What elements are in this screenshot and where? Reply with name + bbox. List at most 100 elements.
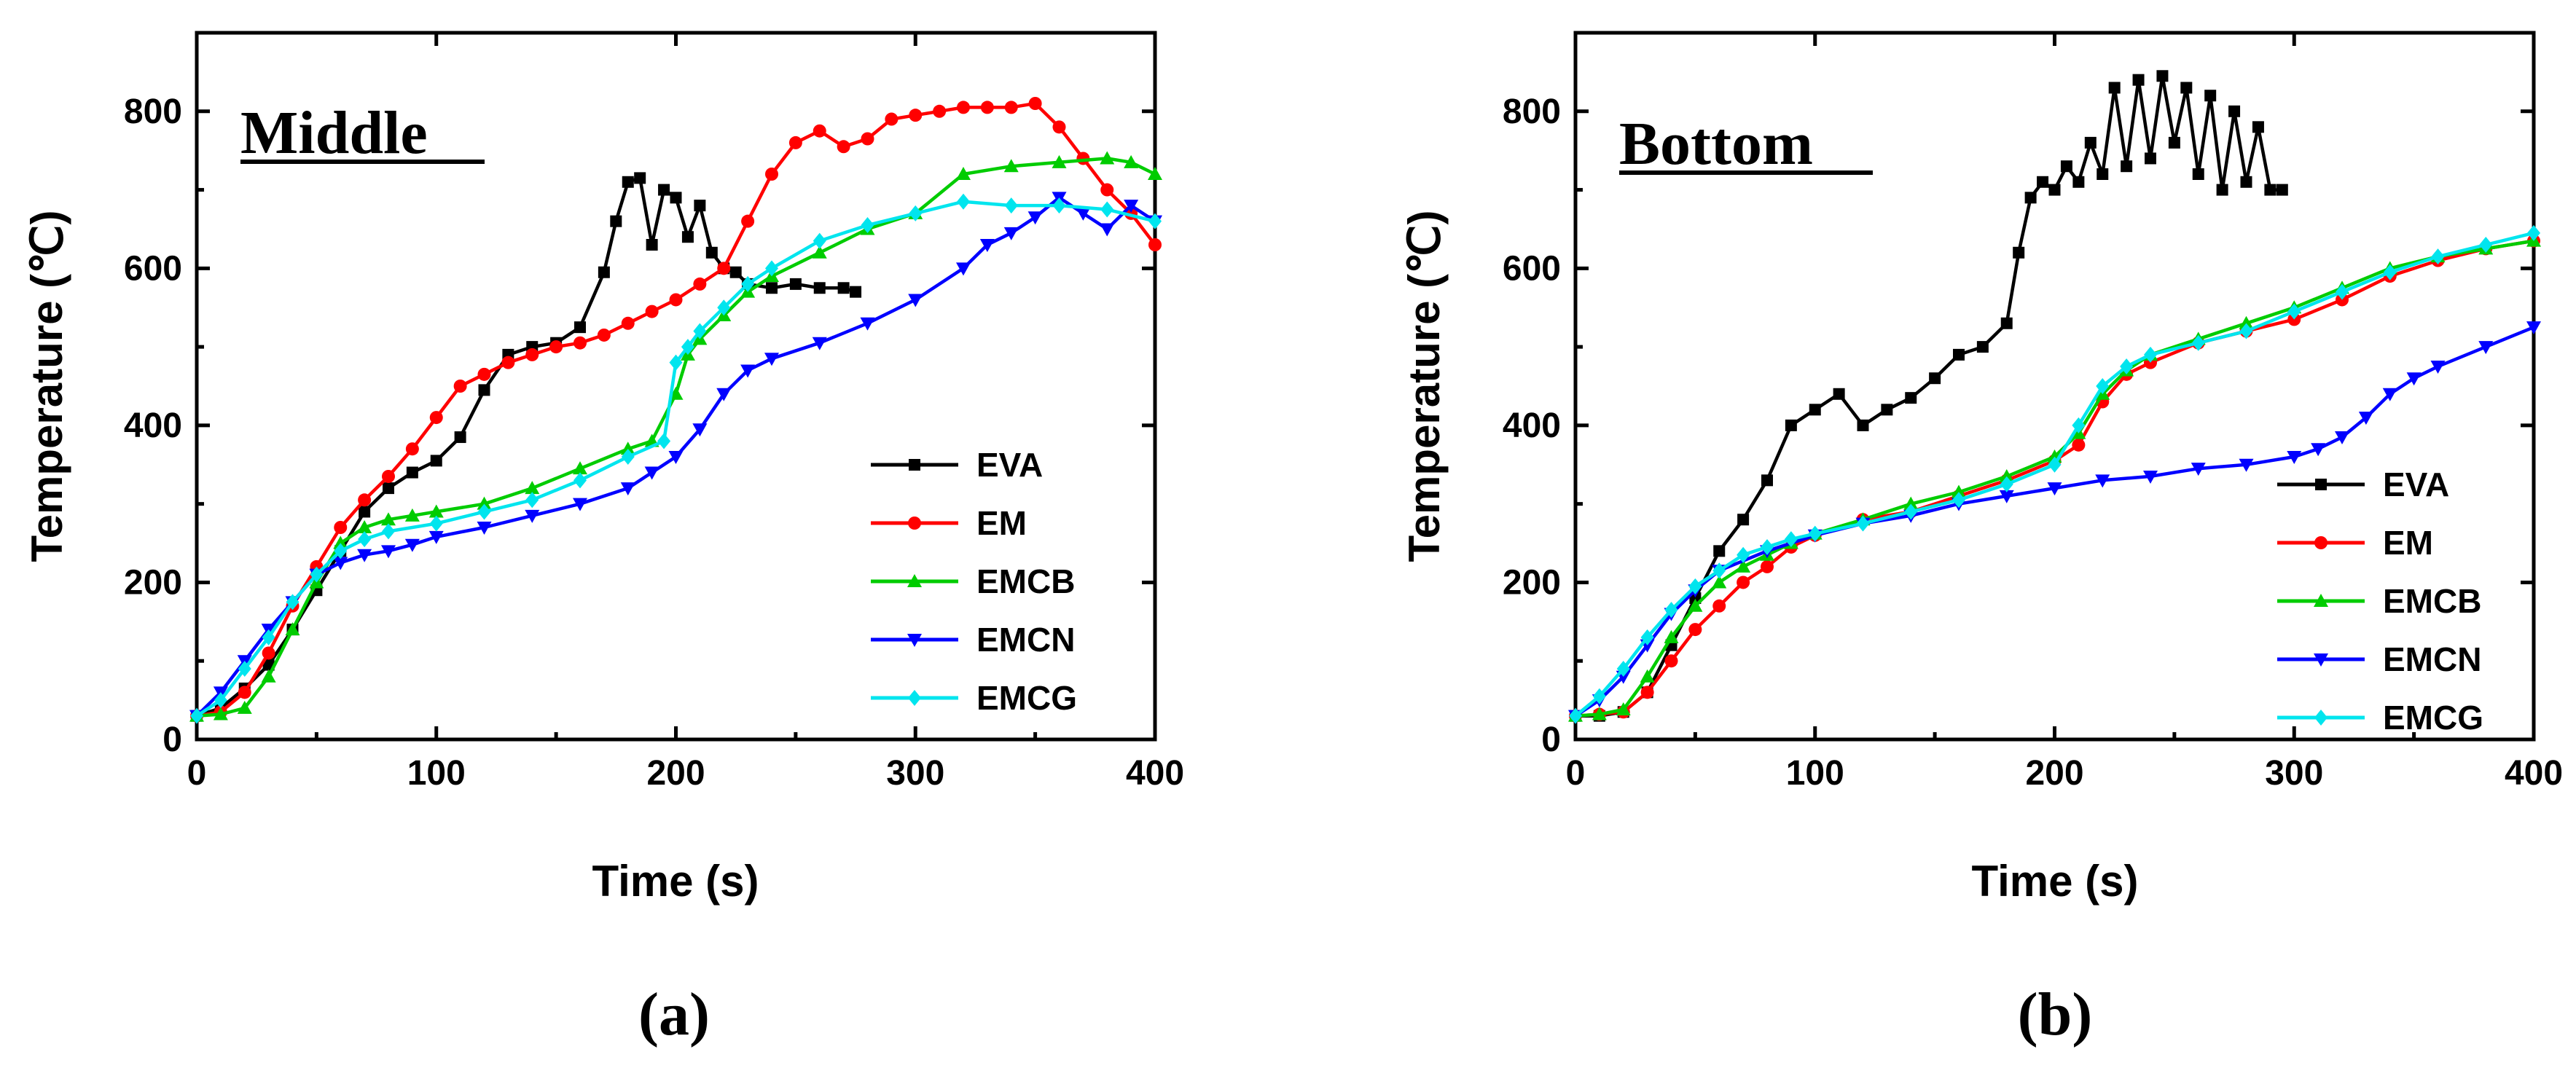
data-point-em xyxy=(717,262,731,275)
data-point-emcn xyxy=(1100,223,1115,237)
data-point-eva xyxy=(634,172,646,184)
legend-swatch-marker xyxy=(908,690,921,706)
data-point-eva xyxy=(2180,82,2193,94)
data-point-emcb xyxy=(333,535,348,549)
data-point-eva xyxy=(766,282,778,294)
data-point-emcn xyxy=(2287,451,2302,464)
data-point-em xyxy=(909,109,923,122)
data-point-emcn xyxy=(404,538,420,552)
data-point-emcb xyxy=(525,481,540,495)
data-point-emcg xyxy=(1688,578,1702,594)
data-point-eva xyxy=(2072,176,2085,188)
data-point-emcb xyxy=(1999,468,2014,482)
data-point-emcn xyxy=(428,530,444,544)
data-point-em xyxy=(861,132,874,146)
data-point-emcg xyxy=(957,193,970,210)
legend-item-emcg: EMCG xyxy=(2277,699,2483,737)
legend-item-emcn: EMCN xyxy=(2277,640,2481,678)
data-point-emcn xyxy=(956,262,971,276)
data-point-emcn xyxy=(2478,341,2494,355)
data-point-emcg xyxy=(573,472,587,489)
data-point-emcb xyxy=(1616,702,1631,716)
data-point-emcn xyxy=(668,451,684,464)
legend-item-em: EM xyxy=(2277,524,2433,562)
data-point-eva xyxy=(2121,160,2133,173)
data-point-emcg xyxy=(477,503,491,520)
data-point-em xyxy=(1640,686,1654,699)
data-point-emcg xyxy=(2239,323,2253,339)
data-point-emcb xyxy=(812,245,827,259)
data-point-emcg xyxy=(525,492,539,509)
data-point-eva xyxy=(2156,70,2169,82)
data-point-emcg xyxy=(2336,283,2349,300)
data-point-eva xyxy=(813,282,826,294)
data-point-emcn xyxy=(2239,458,2254,472)
data-point-emcg xyxy=(717,299,731,316)
legend-label: EMCG xyxy=(976,679,1077,717)
data-point-em xyxy=(1712,599,1726,613)
data-point-emcn xyxy=(740,364,756,378)
panel-a: 0 100 200 300 400 0 200 400 600 800 Middle Time (… xyxy=(23,31,1184,1048)
legend-item-eva: EVA xyxy=(2277,466,2449,503)
panel-title-b: Bottom xyxy=(1619,110,1813,178)
data-point-emcn xyxy=(692,423,708,437)
data-point-eva xyxy=(359,506,371,518)
data-point-eva xyxy=(2264,184,2276,196)
data-point-emcn xyxy=(2358,412,2373,425)
legend-swatch-marker xyxy=(907,574,922,587)
panel-label-a: (a) xyxy=(638,981,710,1048)
data-point-emcn xyxy=(2143,470,2158,484)
data-point-em xyxy=(1761,559,1774,573)
y-tick-label: 0 xyxy=(1541,720,1561,759)
data-point-emcg xyxy=(286,594,300,610)
data-point-emcg xyxy=(2383,264,2397,280)
data-point-emcg xyxy=(2287,303,2301,320)
data-point-eva xyxy=(2000,317,2013,329)
data-point-eva xyxy=(2060,160,2072,173)
data-point-emcn xyxy=(1076,207,1091,221)
data-point-em xyxy=(885,112,899,126)
data-point-emcn xyxy=(979,239,995,252)
data-point-emcn xyxy=(2526,321,2541,335)
data-point-emcb xyxy=(1664,629,1679,643)
x-tick-label: 400 xyxy=(2505,754,2563,793)
y-tick-label: 800 xyxy=(124,93,182,131)
data-point-eva xyxy=(2252,121,2264,133)
data-point-eva xyxy=(574,321,586,334)
data-point-emcg xyxy=(1712,562,1726,579)
data-point-emcn xyxy=(1999,490,2014,503)
data-point-em xyxy=(765,168,778,181)
data-point-em xyxy=(1100,183,1114,197)
data-point-eva xyxy=(2192,168,2204,180)
data-point-emcn xyxy=(333,557,348,570)
data-point-emcb xyxy=(261,669,276,683)
data-point-eva xyxy=(694,200,706,212)
data-point-emcn xyxy=(2430,361,2446,374)
legend-swatch-marker xyxy=(2314,653,2328,667)
data-point-emcg xyxy=(1004,197,1018,214)
data-point-emcb xyxy=(381,512,396,526)
data-point-emcn xyxy=(860,317,875,331)
data-point-emcn xyxy=(525,509,540,523)
data-point-emcn xyxy=(1027,211,1043,225)
data-point-eva xyxy=(705,246,718,259)
legend-label: EVA xyxy=(2383,466,2449,503)
data-point-emcn xyxy=(2311,443,2326,457)
data-point-emcn xyxy=(2335,431,2349,445)
data-point-eva xyxy=(1857,419,1869,431)
x-tick-label: 300 xyxy=(886,754,944,793)
data-point-emcg xyxy=(1148,213,1162,229)
data-point-eva xyxy=(646,239,658,251)
legend-b: EVA EM EMCB EMCN EMCG xyxy=(2277,466,2483,737)
legend-label: EMCG xyxy=(2383,699,2483,737)
data-point-emcg xyxy=(2144,346,2157,363)
data-point-emcb xyxy=(1903,496,1919,510)
y-tick-label: 600 xyxy=(124,249,182,288)
data-point-emcb xyxy=(956,167,971,180)
data-point-emcg xyxy=(190,707,203,724)
data-point-em xyxy=(477,367,491,381)
data-point-emcg xyxy=(621,449,635,465)
data-point-eva xyxy=(2204,90,2217,102)
data-point-emcg xyxy=(1737,546,1750,563)
data-point-eva xyxy=(658,184,670,196)
